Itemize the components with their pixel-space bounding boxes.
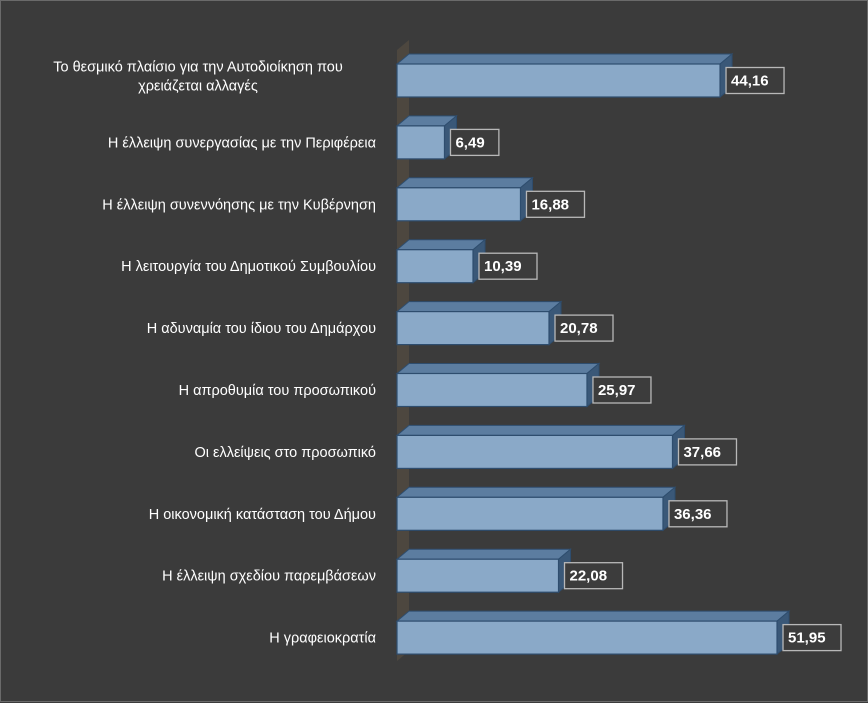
- bar: [396, 311, 550, 346]
- category-label: Η έλλειψη συνεργασίας με την Περιφέρεια: [108, 135, 376, 151]
- value-label-box: [478, 252, 538, 280]
- bar: [396, 620, 778, 655]
- value-label: 6,49: [455, 134, 484, 151]
- value-label-box: [725, 66, 785, 95]
- value-label: 44,16: [731, 73, 769, 90]
- bar-top-face: [395, 363, 601, 374]
- category-label: Η αδυναμία του ίδιου του Δημάρχου: [147, 321, 376, 337]
- category-label: Η γραφειοκρατία: [269, 631, 376, 647]
- category-label: Το θεσμικό πλαίσιο για την Αυτοδιοίκηση …: [53, 60, 343, 95]
- value-label: 36,36: [674, 506, 712, 523]
- value-label-box: [563, 562, 624, 590]
- bar: [396, 187, 522, 222]
- bar-top-face: [395, 177, 534, 189]
- bar: [396, 372, 588, 408]
- value-label: 20,78: [560, 320, 598, 337]
- category-label: Η έλλειψη σχεδίου παρεμβάσεων: [162, 569, 376, 585]
- category-label: Η οικονομική κατάσταση του Δήμου: [149, 507, 376, 523]
- value-label-box: [677, 438, 738, 466]
- category-label: Η λειτουργία του Δημοτικού Συμβουλίου: [121, 259, 376, 275]
- value-label-box: [668, 500, 728, 528]
- value-label-box: [592, 376, 652, 404]
- category-label: Η έλλειψη συνεννόησης με την Κυβέρνηση: [102, 197, 376, 213]
- bar-top-face: [395, 610, 791, 622]
- value-label: 22,08: [570, 568, 608, 585]
- category-label: Οι ελλείψεις στο προσωπικό: [194, 445, 376, 461]
- value-label: 37,66: [683, 444, 721, 461]
- bar: [396, 434, 674, 469]
- bar-top-face: [395, 424, 686, 436]
- value-label: 51,95: [788, 630, 826, 647]
- bar-top-face: [395, 53, 734, 65]
- bar-top-face: [395, 239, 487, 251]
- value-label-box: [449, 128, 500, 157]
- bar-top-face: [395, 301, 563, 313]
- bar-top-face: [395, 548, 572, 560]
- value-label-box: [525, 190, 586, 218]
- value-label: 10,39: [484, 258, 522, 275]
- bar: [396, 63, 721, 98]
- category-label: Η απροθυμία του προσωπικού: [179, 383, 376, 399]
- bar: [396, 558, 560, 593]
- bar: [396, 125, 446, 160]
- value-label: 25,97: [598, 382, 636, 399]
- value-label-box: [782, 623, 842, 652]
- bar: [396, 249, 474, 284]
- bar-top-face: [395, 486, 677, 498]
- value-label-box: [554, 314, 614, 342]
- value-label: 16,88: [531, 196, 569, 213]
- bar: [396, 496, 664, 531]
